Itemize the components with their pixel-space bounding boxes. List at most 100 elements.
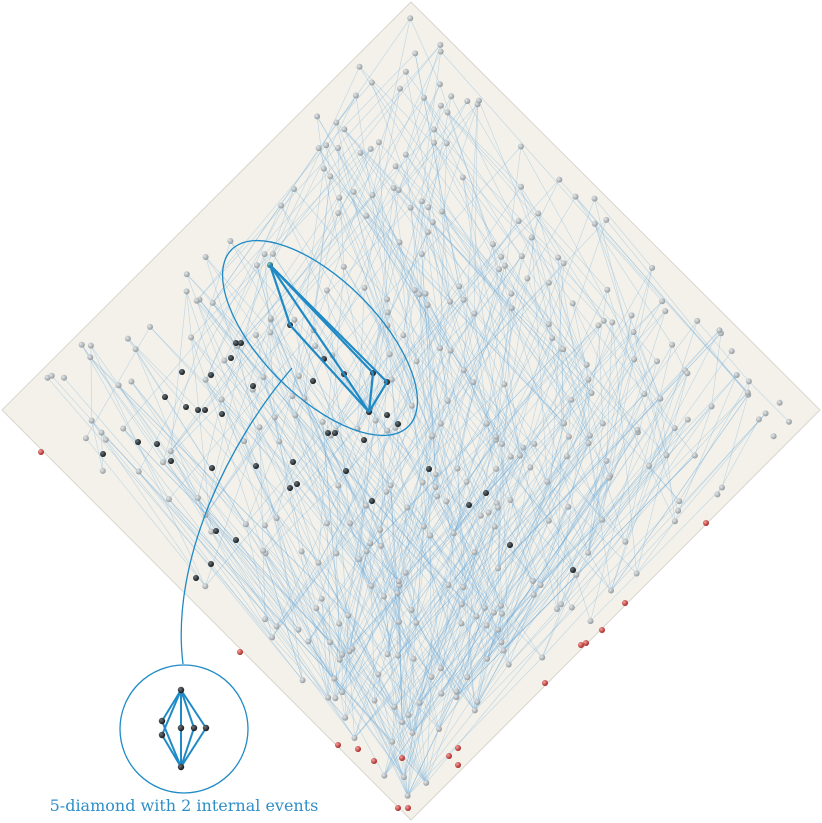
gray-node: [124, 335, 131, 342]
link-line: [405, 154, 512, 294]
link-line: [211, 531, 355, 739]
link-line: [308, 641, 343, 693]
link-line: [357, 220, 519, 429]
link-line: [462, 177, 503, 445]
link-line: [576, 455, 696, 576]
link-line: [205, 514, 375, 701]
link-line: [149, 326, 412, 611]
link-line: [384, 625, 487, 776]
gray-node: [363, 548, 370, 555]
link-line: [360, 152, 441, 349]
link-line: [168, 498, 393, 743]
link-line: [440, 51, 663, 302]
link-line: [588, 315, 632, 380]
link-line: [398, 84, 441, 191]
link-line: [440, 423, 604, 669]
link-line: [51, 375, 277, 627]
link-line: [403, 777, 408, 796]
link-line: [429, 535, 495, 613]
link-line: [401, 658, 414, 723]
link-line: [547, 481, 612, 591]
link-line: [365, 505, 504, 651]
link-line: [576, 419, 689, 576]
gray-node: [499, 610, 505, 617]
link-line: [612, 322, 637, 574]
gray-node: [416, 699, 423, 706]
gray-node: [87, 342, 94, 349]
link-line: [425, 676, 432, 783]
link-line: [264, 525, 427, 784]
gray-node: [460, 367, 467, 374]
link-line: [264, 428, 358, 526]
gray-node: [193, 297, 200, 304]
link-line: [325, 53, 416, 146]
link-line: [588, 443, 612, 591]
link-line: [610, 520, 676, 591]
black-node: [228, 355, 234, 361]
link-line: [170, 450, 206, 516]
gray-node: [325, 694, 332, 701]
link-line: [335, 231, 429, 431]
link-line: [446, 501, 462, 624]
gray-node: [405, 712, 412, 718]
gray-node: [434, 493, 441, 500]
gray-node: [292, 412, 299, 419]
link-line: [474, 500, 680, 711]
link-line: [263, 319, 271, 378]
link-line: [341, 581, 399, 693]
link-line: [323, 168, 565, 424]
gray-node: [633, 570, 640, 577]
link-line: [447, 179, 560, 401]
link-line: [395, 165, 512, 294]
gray-node: [336, 194, 343, 201]
gray-node: [194, 495, 201, 501]
link-line: [332, 355, 482, 516]
gray-node: [770, 433, 777, 440]
link-line: [341, 654, 393, 742]
link-line: [197, 497, 206, 516]
gray-node: [489, 241, 496, 248]
gray-node: [470, 379, 477, 386]
link-line: [105, 439, 303, 681]
gray-node: [569, 300, 576, 307]
link-line: [466, 278, 528, 482]
link-line: [262, 550, 303, 681]
gray-node: [167, 448, 174, 455]
gray-node: [381, 772, 388, 779]
link-line: [262, 550, 385, 776]
link-line: [450, 96, 587, 365]
link-line: [131, 381, 343, 655]
link-line: [416, 361, 487, 626]
gray-node: [407, 15, 414, 22]
link-line: [374, 584, 449, 701]
link-line: [407, 728, 440, 796]
gray-node: [323, 287, 330, 294]
link-line: [387, 430, 476, 711]
link-line: [440, 105, 658, 362]
gray-node: [459, 174, 466, 181]
black-node: [135, 439, 141, 445]
link-line: [671, 344, 686, 371]
gray-node: [431, 126, 437, 133]
link-line: [295, 415, 462, 624]
gray-node: [363, 502, 369, 509]
gray-node: [291, 186, 297, 192]
link-line: [270, 103, 478, 333]
gray-node: [565, 503, 572, 510]
link-line: [462, 587, 476, 711]
link-line: [81, 344, 170, 500]
link-line: [423, 97, 587, 365]
gray-node: [253, 332, 259, 339]
link-line: [323, 168, 371, 409]
gray-node: [352, 92, 359, 99]
gray-node: [631, 356, 638, 363]
gray-node: [429, 219, 436, 226]
link-line: [197, 497, 336, 699]
link-line: [419, 512, 489, 704]
link-line: [292, 168, 325, 397]
link-line: [412, 616, 477, 734]
gray-node: [331, 675, 338, 682]
link-line: [122, 428, 329, 698]
link-line: [411, 443, 535, 611]
